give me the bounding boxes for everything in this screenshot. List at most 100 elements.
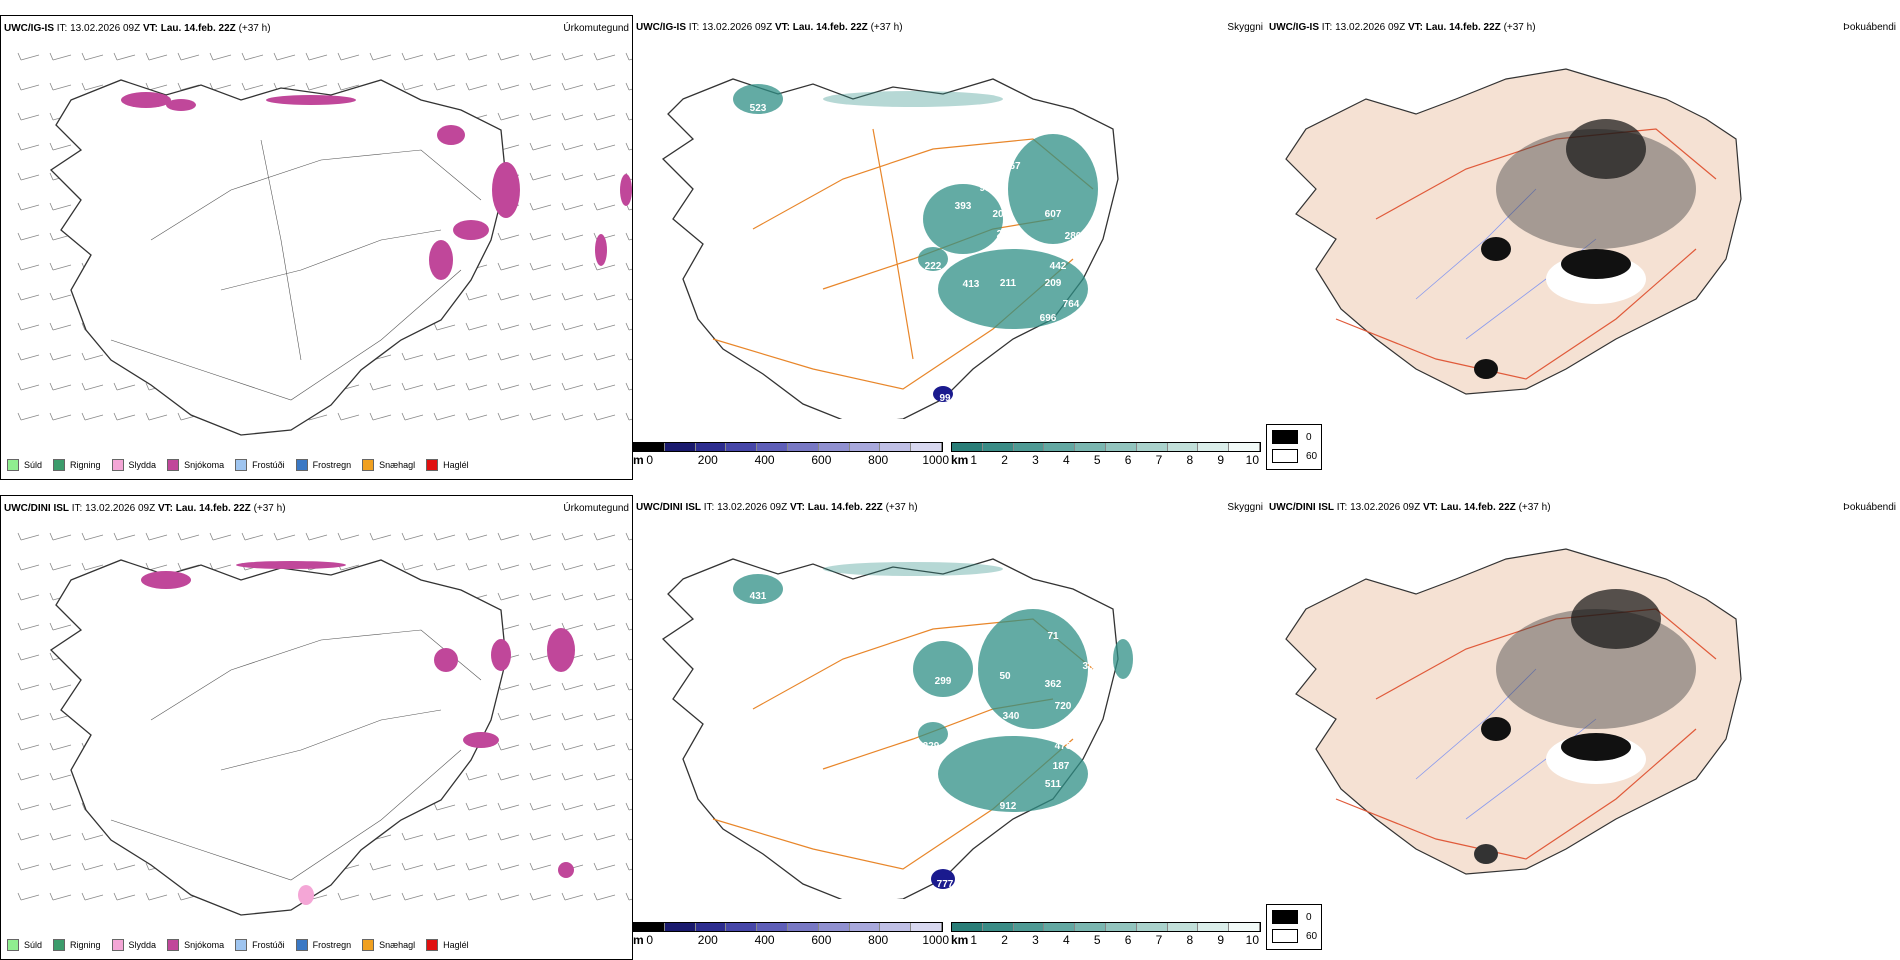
wind-barb xyxy=(593,202,616,211)
wind-barb xyxy=(561,82,584,91)
wind-barb xyxy=(113,862,136,871)
legend-swatch xyxy=(295,459,308,471)
legend-label: Frostregn xyxy=(312,940,352,950)
legend-item: Súld xyxy=(7,939,42,951)
wind-barb xyxy=(625,712,632,721)
wind-barb xyxy=(49,832,72,841)
fog-swatch xyxy=(1272,929,1298,943)
model-name: UWC/IG-IS xyxy=(1269,22,1319,33)
legend-label: Haglél xyxy=(443,460,469,470)
cloud-value-label: 362 xyxy=(1045,679,1062,690)
wind-barb xyxy=(625,82,632,91)
wind-barb xyxy=(561,382,584,391)
cloud-value-label: 523 xyxy=(750,103,767,114)
wind-barb xyxy=(145,892,168,901)
it-label: IT: xyxy=(703,502,715,513)
visibility-scale-bar xyxy=(951,922,1261,932)
wind-barb xyxy=(369,532,392,541)
scale-tick: 8 xyxy=(1186,933,1194,947)
scale-swatch xyxy=(757,923,788,931)
height-scale-ticks: m 0 200 400 600 800 1000 xyxy=(633,453,949,467)
legend-swatch xyxy=(235,939,248,951)
wind-barb xyxy=(433,832,456,841)
wind-barb xyxy=(593,862,616,871)
wind-barb xyxy=(625,262,632,271)
wind-barb xyxy=(529,592,552,601)
wind-barb xyxy=(433,352,456,361)
scale-swatch xyxy=(1044,443,1076,451)
wind-barb xyxy=(497,112,520,121)
cloud-areas xyxy=(733,84,1098,329)
scale-swatch xyxy=(880,923,912,931)
fog-legend-row: 60 xyxy=(1272,929,1321,943)
legend-label: Slydda xyxy=(128,460,157,470)
model-name: UWC/DINI ISL xyxy=(636,502,701,513)
wind-barb xyxy=(49,52,72,61)
height-scale: m 0 200 400 600 800 1000 xyxy=(633,922,949,948)
wind-barb xyxy=(497,352,520,361)
scale-tick: 8 xyxy=(1186,453,1194,467)
scale-swatch xyxy=(1136,923,1168,931)
cloud-value-label: 209 xyxy=(1045,278,1062,289)
cloud-value-label: 442 xyxy=(1050,261,1067,272)
scale-tick: 2 xyxy=(1001,933,1008,947)
wind-barb xyxy=(305,82,328,91)
lead-time: (+37 h) xyxy=(885,502,918,513)
cloud-value-label: 478 xyxy=(1055,741,1072,752)
scale-tick: 600 xyxy=(811,933,832,947)
scale-swatch xyxy=(1136,443,1168,451)
wind-barb xyxy=(433,562,456,571)
fog-legend-value: 0 xyxy=(1306,911,1312,923)
cloud-value-label: 299 xyxy=(935,676,952,687)
scale-swatch xyxy=(982,923,1014,931)
cloud-value-label: 912 xyxy=(1000,801,1017,812)
high-ground-blob xyxy=(933,386,953,402)
wind-barb xyxy=(305,532,328,541)
wind-barb xyxy=(241,532,264,541)
wind-barb xyxy=(593,262,616,271)
panel-header: UWC/IG-IS IT: 13.02.2026 09Z VT: Lau. 14… xyxy=(1269,22,1896,36)
height-scale-bar xyxy=(633,442,943,452)
wind-barb xyxy=(433,52,456,61)
wind-barb xyxy=(49,292,72,301)
cloud-areas xyxy=(733,562,1133,812)
cloud-value-label: 696 xyxy=(1040,313,1057,324)
legend-label: Rigning xyxy=(70,940,101,950)
wind-barb xyxy=(497,862,520,871)
panel-header: UWC/DINI ISL IT: 13.02.2026 09Z VT: Lau.… xyxy=(636,502,1263,516)
wind-barb xyxy=(529,712,552,721)
iceland-land xyxy=(1285,68,1742,395)
wind-barb xyxy=(49,352,72,361)
lead-time: (+37 h) xyxy=(1503,22,1536,33)
wind-barb xyxy=(529,52,552,61)
wind-barb xyxy=(465,562,488,571)
legend-item: Rigning xyxy=(53,939,101,951)
scale-swatch xyxy=(982,443,1014,451)
wind-barb xyxy=(625,802,632,811)
wind-barb xyxy=(561,562,584,571)
scale-swatch xyxy=(1105,923,1137,931)
scale-swatch xyxy=(1198,923,1230,931)
wind-barb xyxy=(49,892,72,901)
wind-barb xyxy=(561,742,584,751)
scale-tick: 200 xyxy=(697,933,718,947)
scale-tick: 9 xyxy=(1217,453,1225,467)
sleet-patch xyxy=(298,885,314,905)
wind-barb xyxy=(465,772,488,781)
legend-item: Haglél xyxy=(426,939,469,951)
wind-barb xyxy=(625,772,632,781)
wind-barb xyxy=(561,322,584,331)
fog-legend: 0 60 xyxy=(1266,424,1322,470)
wind-barb xyxy=(529,562,552,571)
legend-item: Frostregn xyxy=(295,939,352,951)
precip-panel-2: UWC/DINI ISL IT: 13.02.2026 09Z VT: Lau.… xyxy=(0,495,633,960)
scale-swatch xyxy=(787,443,819,451)
wind-barb xyxy=(625,622,632,631)
model-name: UWC/DINI ISL xyxy=(1269,502,1334,513)
wind-barb xyxy=(17,802,40,811)
wind-barb xyxy=(17,352,40,361)
cloud-value-label: 85 xyxy=(992,164,1004,175)
scale-tick: 200 xyxy=(697,453,718,467)
legend-item: Frostúði xyxy=(235,459,285,471)
wind-barb xyxy=(561,622,584,631)
